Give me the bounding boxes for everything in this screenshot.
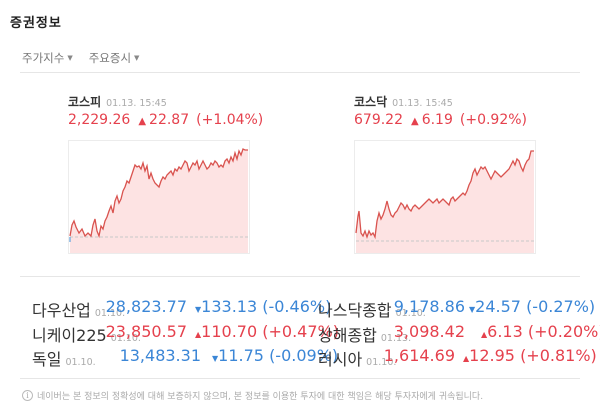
index-percent: (+1.04%) (196, 112, 264, 128)
index-name: 상해종합 (318, 326, 377, 345)
triangle-down-icon: ▼ (212, 354, 219, 363)
triangle-up-icon: ▲ (138, 116, 147, 127)
triangle-up-icon: ▲ (481, 330, 488, 339)
index-value: 28,823.77 (105, 297, 187, 316)
triangle-up-icon: ▲ (411, 116, 419, 127)
disclaimer-text: 네이버는 본 정보의 정확성에 대해 보증하지 않으며, 본 정보를 이용한 투… (37, 392, 484, 402)
index-value: 23,850.57 (105, 322, 187, 341)
world-index-germany[interactable]: 독일 01.10. 13,483.31 ▼11.75 (-0.09%) (32, 346, 338, 370)
disclaimer: i 네이버는 본 정보의 정확성에 대해 보증하지 않으며, 본 정보를 이용한… (22, 389, 483, 402)
index-change: 6.13 (487, 322, 523, 341)
index-percent: (-0.46%) (262, 297, 332, 316)
index-time: 01.13. 15:45 (106, 98, 167, 109)
triangle-up-icon: ▲ (195, 330, 202, 339)
index-date: 01.10. (65, 357, 96, 368)
divider (20, 276, 580, 277)
index-date: 01.10. (94, 308, 126, 319)
index-change: 133.13 (201, 297, 258, 316)
divider (20, 378, 580, 379)
divider (20, 72, 580, 73)
index-percent: (-0.09%) (269, 346, 339, 365)
index-name: 독일 (32, 350, 62, 369)
triangle-down-icon: ▼ (469, 305, 476, 314)
kosdaq-header[interactable]: 코스닥 01.13. 15:45 (354, 93, 453, 110)
index-percent: (-0.27%) (526, 297, 596, 316)
index-percent: (+0.81%) (520, 346, 597, 365)
index-value: 2,229.26 (68, 112, 131, 128)
index-name: 코스닥 (354, 95, 388, 109)
index-value: 9,178.86 (393, 297, 465, 316)
caret-down-icon: ▼ (67, 54, 73, 62)
world-index-russia[interactable]: 러시아 01.10. 1,614.69 ▲12.95 (+0.81%) (318, 346, 597, 370)
kospi-values: 2,229.26 ▲ 22.87 (+1.04%) (68, 112, 263, 128)
kosdaq-values: 679.22 ▲ 6.19 (+0.92%) (354, 112, 527, 128)
index-change: 110.70 (201, 322, 258, 341)
index-date: 01.13. (380, 333, 412, 344)
index-value: 679.22 (354, 112, 403, 128)
tab-label: 주요증시 (88, 51, 132, 65)
index-date: 01.10. (395, 308, 426, 319)
triangle-up-icon: ▲ (463, 354, 470, 363)
index-change: 24.57 (475, 297, 521, 316)
world-index-nikkei[interactable]: 니케이225 01.10. 23,850.57 ▲110.70 (+0.47%) (32, 322, 339, 346)
index-name: 코스피 (68, 95, 102, 109)
index-value: 1,614.69 (383, 346, 455, 365)
caret-down-icon: ▼ (134, 54, 140, 62)
index-change: 11.75 (218, 346, 264, 365)
index-date: 01.10. (110, 333, 141, 344)
world-index-shanghai[interactable]: 상해종합 01.13. 3,098.42 ▲6.13 (+0.20%) (318, 322, 600, 346)
index-name: 러시아 (318, 350, 363, 369)
index-name: 다우산업 (32, 301, 91, 320)
tab-major-markets[interactable]: 주요증시 ▼ (89, 50, 140, 66)
index-name: 니케이225 (32, 326, 107, 345)
index-change: 12.95 (469, 346, 515, 365)
index-date: 01.10. (366, 357, 397, 368)
tab-bar: 주가지수 ▼ 주요증시 ▼ (22, 50, 139, 66)
kosdaq-chart[interactable] (354, 140, 536, 254)
index-name: 나스닥종합 (318, 301, 392, 320)
triangle-down-icon: ▼ (195, 305, 202, 314)
index-percent: (+0.20%) (527, 322, 600, 341)
world-index-dow[interactable]: 다우산업 01.10. 28,823.77 ▼133.13 (-0.46%) (32, 297, 331, 321)
index-percent: (+0.47%) (262, 322, 339, 341)
tab-label: 주가지수 (22, 51, 65, 65)
index-value: 13,483.31 (119, 346, 201, 365)
kospi-chart[interactable] (68, 140, 250, 254)
index-value: 3,098.42 (393, 322, 465, 341)
index-change: 22.87 (149, 112, 190, 128)
world-index-nasdaq[interactable]: 나스닥종합 01.10. 9,178.86 ▼24.57 (-0.27%) (318, 297, 595, 321)
info-icon: i (22, 390, 33, 401)
index-time: 01.13. 15:45 (392, 98, 453, 109)
page-title: 증권정보 (10, 16, 62, 31)
index-percent: (+0.92%) (459, 112, 528, 128)
kospi-header[interactable]: 코스피 01.13. 15:45 (68, 93, 167, 110)
index-change: 6.19 (421, 112, 453, 128)
tab-stock-index[interactable]: 주가지수 ▼ (22, 50, 73, 66)
